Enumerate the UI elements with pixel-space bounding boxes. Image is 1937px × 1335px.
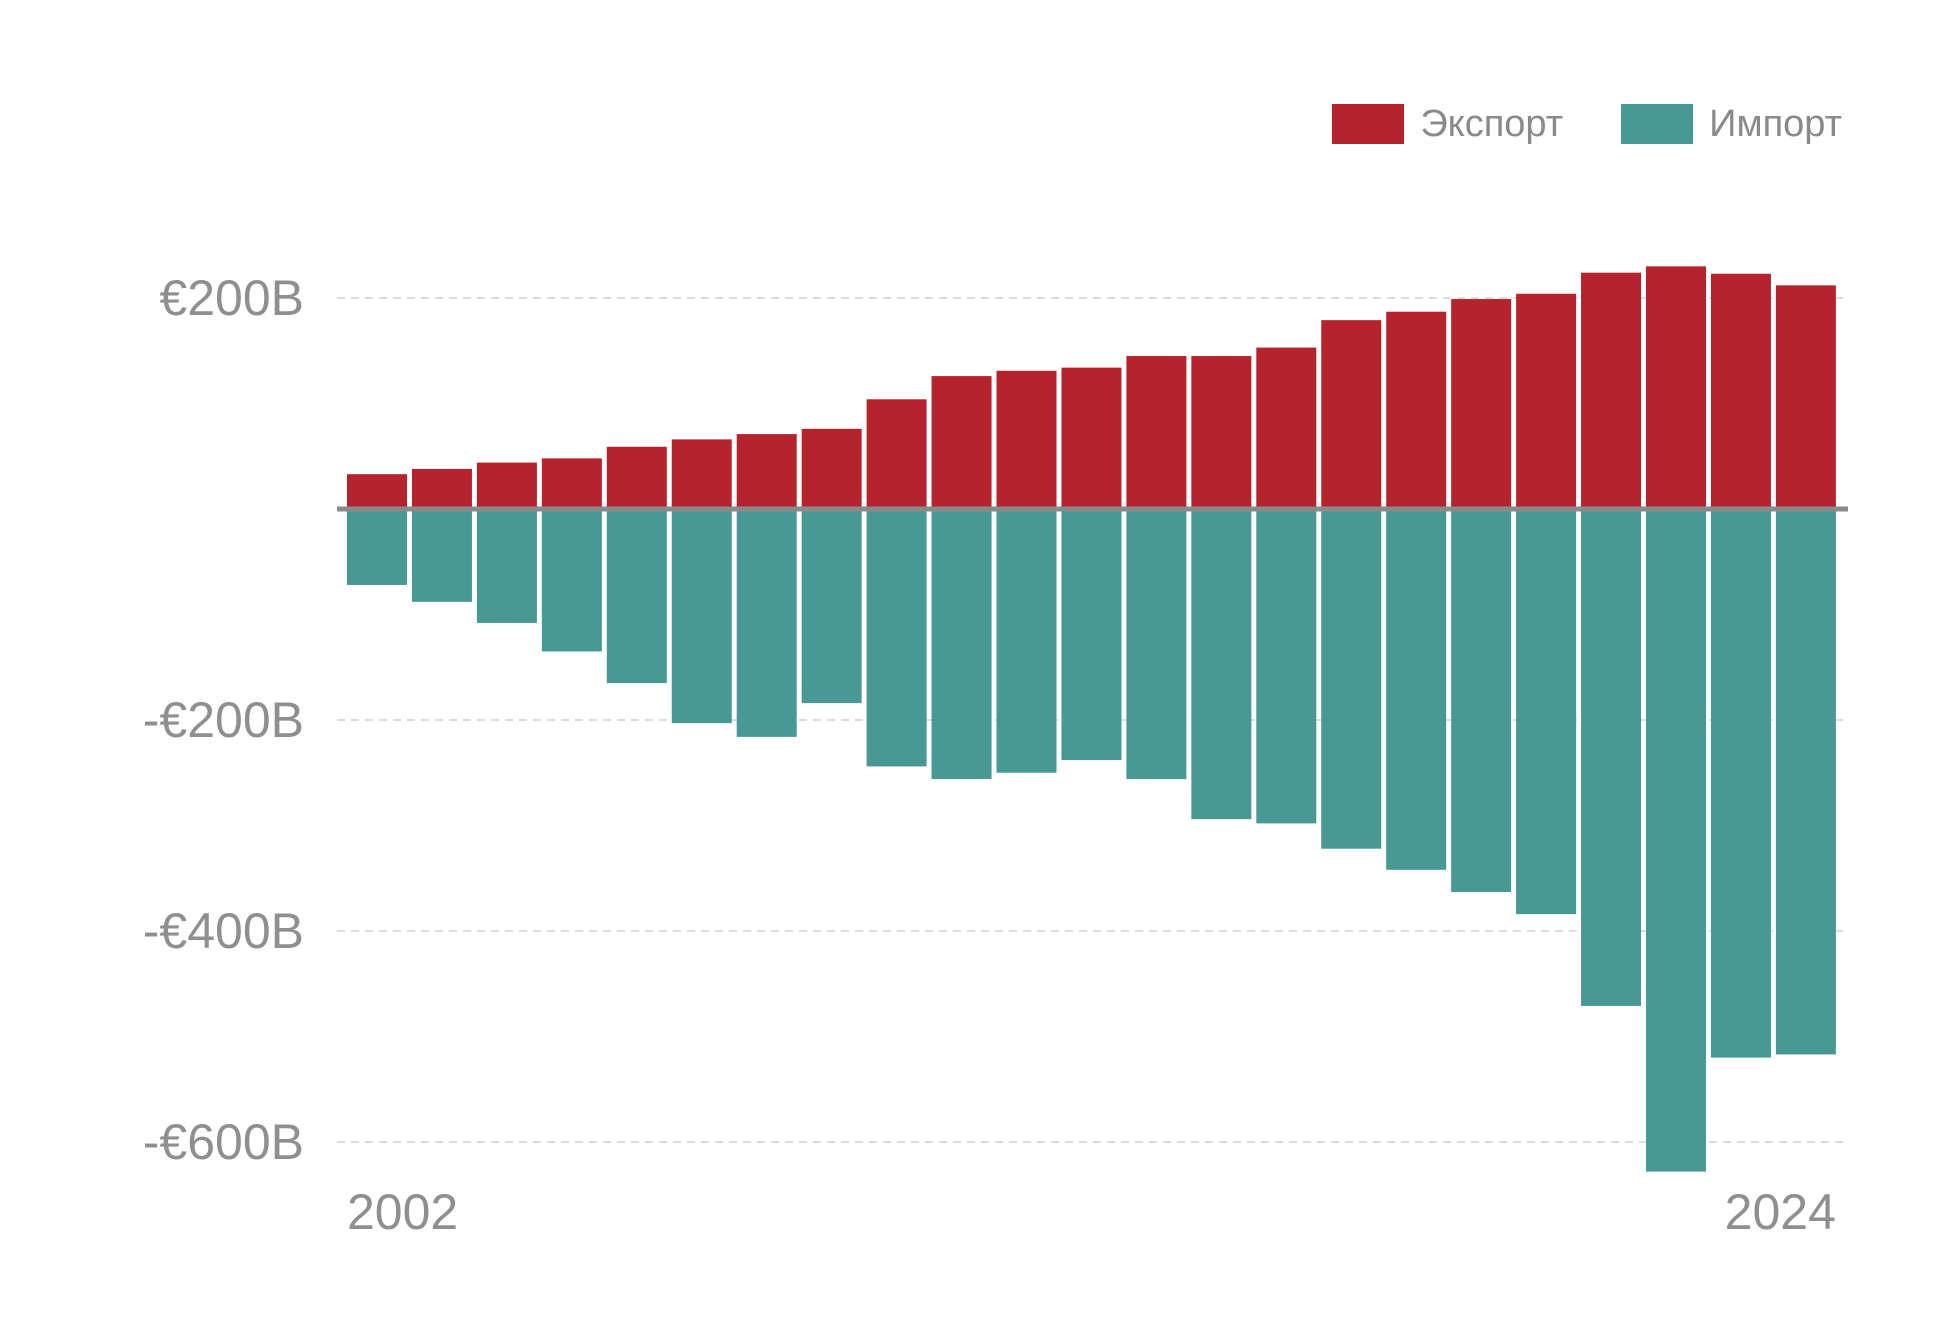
import-bar-2004 <box>476 509 537 623</box>
import-bar-2014 <box>1126 509 1187 780</box>
y-tick-label-1: -€200B <box>143 692 304 748</box>
import-bar-2010 <box>866 509 927 767</box>
import-bar-2009 <box>801 509 862 704</box>
legend: Экспорт Импорт <box>1332 104 1842 144</box>
legend-item-import[interactable]: Импорт <box>1621 104 1842 144</box>
export-bar-2016 <box>1256 347 1317 509</box>
export-bar-2011 <box>931 376 992 509</box>
export-bar-2008 <box>736 434 797 509</box>
export-bar-2018 <box>1386 311 1447 509</box>
import-bar-2023 <box>1710 509 1771 1058</box>
x-tick-label-first: 2002 <box>347 1184 458 1240</box>
export-bar-2007 <box>671 439 732 509</box>
export-bar-2023 <box>1710 273 1771 509</box>
y-tick-label-0: €200B <box>159 270 304 326</box>
export-bar-2019 <box>1451 299 1512 509</box>
legend-item-export[interactable]: Экспорт <box>1332 104 1563 144</box>
export-bar-2009 <box>801 428 862 509</box>
import-bar-2008 <box>736 509 797 737</box>
import-bar-2017 <box>1321 509 1382 849</box>
import-bar-2006 <box>606 509 667 684</box>
import-bar-2003 <box>411 509 472 602</box>
import-bar-2020 <box>1516 509 1577 915</box>
import-bar-2021 <box>1581 509 1642 1006</box>
import-bar-2015 <box>1191 509 1252 820</box>
legend-swatch-export <box>1332 104 1405 144</box>
export-bar-2013 <box>1061 367 1122 509</box>
export-bar-2021 <box>1581 272 1642 509</box>
bar-layer <box>347 266 1836 1172</box>
import-bar-2011 <box>931 509 992 780</box>
import-bar-2005 <box>541 509 602 652</box>
export-bar-2024 <box>1775 285 1836 509</box>
export-bar-2012 <box>996 370 1057 509</box>
import-bar-2024 <box>1775 509 1836 1055</box>
import-bar-2012 <box>996 509 1057 773</box>
import-bar-2018 <box>1386 509 1447 870</box>
label-layer: €200B -€200B -€400B -€600B 2002 2024 <box>143 270 1836 1240</box>
export-bar-2003 <box>411 468 472 509</box>
import-bar-2022 <box>1646 509 1706 1172</box>
x-tick-label-last: 2024 <box>1725 1184 1836 1240</box>
legend-label-export: Экспорт <box>1420 103 1564 145</box>
export-bar-2002 <box>347 474 407 509</box>
import-bar-2019 <box>1451 509 1512 892</box>
y-tick-label-2: -€400B <box>143 903 304 959</box>
export-bar-2017 <box>1321 320 1382 509</box>
legend-swatch-import <box>1621 104 1694 144</box>
export-bar-2020 <box>1516 293 1577 509</box>
import-bar-2002 <box>347 509 407 585</box>
import-bar-2013 <box>1061 509 1122 761</box>
export-bar-2005 <box>541 458 602 509</box>
export-bar-2022 <box>1646 266 1706 509</box>
export-bar-2015 <box>1191 356 1252 509</box>
import-bar-2016 <box>1256 509 1317 824</box>
export-bar-2004 <box>476 462 537 509</box>
import-bar-2007 <box>671 509 732 724</box>
legend-label-import: Импорт <box>1709 103 1842 145</box>
export-bar-2006 <box>606 446 667 509</box>
export-bar-2010 <box>866 399 927 509</box>
export-bar-2014 <box>1126 356 1187 509</box>
y-tick-label-3: -€600B <box>143 1114 304 1170</box>
